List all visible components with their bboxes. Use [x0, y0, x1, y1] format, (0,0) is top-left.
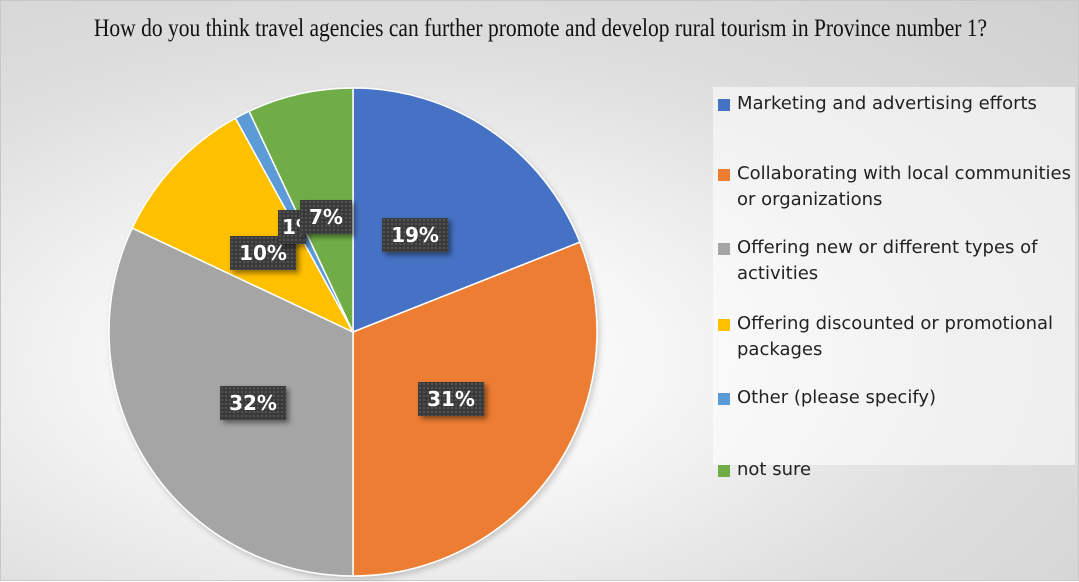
legend-item-other: Other (please specify) [718, 385, 1073, 411]
data-label-new-activities: 32% [220, 386, 286, 420]
legend-item-marketing: Marketing and advertising efforts [718, 91, 1073, 117]
legend-item-collaborating: Collaborating with local communities or … [718, 161, 1073, 213]
data-label-collaborating: 31% [418, 382, 484, 416]
chart-title: How do you think travel agencies can fur… [93, 15, 988, 42]
legend-swatch-not-sure [718, 465, 730, 477]
data-label-marketing: 19% [382, 218, 448, 252]
legend-item-new-activities: Offering new or different types of activ… [718, 235, 1073, 287]
legend: Marketing and advertising efforts Collab… [713, 87, 1075, 480]
legend-item-not-sure: not sure [718, 457, 1073, 483]
pie-slice-marketing [352, 87, 581, 334]
legend-swatch-new-activities [718, 243, 730, 255]
legend-swatch-discounted [718, 319, 730, 331]
legend-swatch-collaborating [718, 169, 730, 181]
legend-label-not-sure: not sure [737, 459, 812, 480]
legend-label-marketing: Marketing and advertising efforts [737, 93, 1037, 114]
legend-label-collaborating: Collaborating with local communities or … [737, 163, 1071, 210]
legend-swatch-marketing [718, 99, 730, 111]
pie-slice-discounted [131, 117, 355, 334]
legend-label-discounted: Offering discounted or promotional packa… [737, 313, 1054, 360]
data-label-not-sure: 7% [300, 200, 352, 234]
legend-swatch-other [718, 393, 730, 405]
legend-label-other: Other (please specify) [737, 387, 937, 408]
legend-label-new-activities: Offering new or different types of activ… [737, 237, 1038, 284]
legend-item-discounted: Offering discounted or promotional packa… [718, 311, 1073, 363]
